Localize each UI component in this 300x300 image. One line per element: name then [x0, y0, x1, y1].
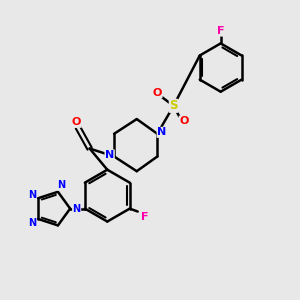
Text: O: O: [72, 117, 81, 127]
Text: N: N: [105, 150, 114, 160]
Text: N: N: [73, 204, 81, 214]
Text: O: O: [179, 116, 188, 126]
Text: N: N: [157, 127, 167, 137]
Text: N: N: [57, 180, 65, 190]
Text: N: N: [28, 190, 36, 200]
Text: N: N: [28, 218, 36, 227]
Text: F: F: [141, 212, 148, 221]
Text: S: S: [169, 99, 178, 112]
Text: O: O: [153, 88, 162, 98]
Text: F: F: [217, 26, 224, 36]
